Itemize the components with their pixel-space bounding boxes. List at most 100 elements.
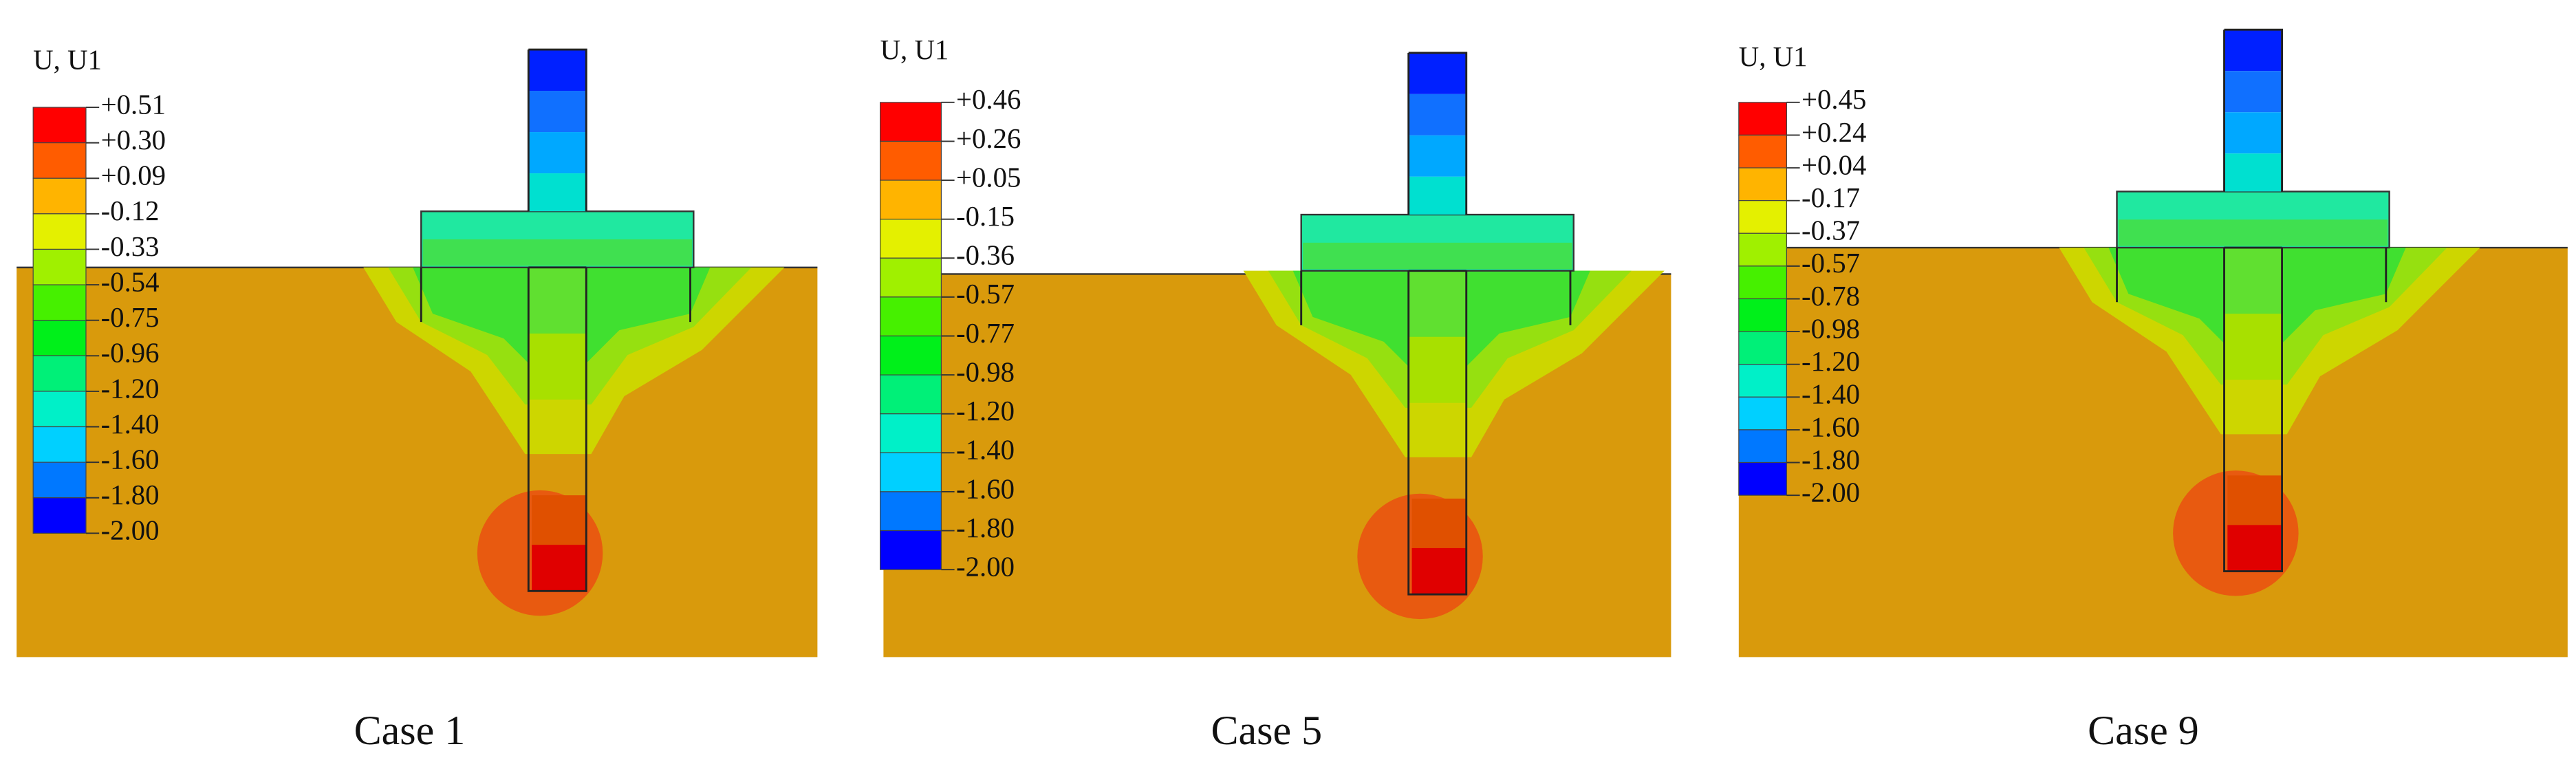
legend-label: -2.00 xyxy=(1801,477,1860,508)
legend-swatch xyxy=(879,296,942,337)
stem-band xyxy=(1408,52,1466,94)
pile-band xyxy=(2224,380,2282,426)
legend-swatch xyxy=(879,491,942,532)
contour-tip xyxy=(1411,547,1466,595)
legend-label: -0.77 xyxy=(956,318,1015,349)
legend-label: -0.96 xyxy=(101,338,160,369)
legend-swatch xyxy=(879,452,942,492)
legend-label: -0.57 xyxy=(956,279,1015,310)
legend-label: -1.60 xyxy=(956,473,1015,504)
legend-swatch xyxy=(879,257,942,298)
stem-band xyxy=(1408,94,1466,135)
panel: U, U1+0.46 +0.26 +0.05 -0.15 -0.36 -0.57 -0.77… xyxy=(879,34,1671,753)
caption: Case 1 xyxy=(354,708,466,753)
legend-label: -0.37 xyxy=(1801,215,1860,246)
legend-label: -1.80 xyxy=(101,479,160,510)
pile-band xyxy=(528,399,587,446)
legend-label: +0.46 xyxy=(956,84,1021,115)
pile-cap-band xyxy=(422,239,692,266)
caption: Case 5 xyxy=(1211,708,1322,753)
legend-swatch xyxy=(32,142,87,179)
pile-band xyxy=(528,333,587,400)
legend-swatch xyxy=(32,320,87,356)
legend-swatch xyxy=(1738,167,1788,202)
legend-label: -1.20 xyxy=(1801,346,1860,377)
legend-swatch xyxy=(32,284,87,321)
stem-band xyxy=(2224,112,2282,154)
stem-band xyxy=(2224,71,2282,113)
pile-band xyxy=(528,267,587,334)
stem-band xyxy=(528,132,587,174)
legend-swatch xyxy=(1738,364,1788,398)
structure xyxy=(363,48,785,616)
legend-label: -0.12 xyxy=(101,195,160,226)
legend-swatch xyxy=(32,497,87,534)
stem-band xyxy=(528,173,587,212)
stem-band xyxy=(1408,135,1466,177)
legend-swatch xyxy=(32,213,87,250)
contour-tip xyxy=(2227,525,2282,572)
legend-swatch xyxy=(1738,265,1788,300)
stem-band xyxy=(2224,153,2282,192)
legend-swatch xyxy=(879,413,942,453)
structure xyxy=(1243,52,1665,620)
legend-swatch xyxy=(879,102,942,142)
legend-swatch xyxy=(1738,396,1788,431)
legend-swatch xyxy=(32,391,87,428)
legend-label: -1.40 xyxy=(1801,379,1860,410)
legend-label: -2.00 xyxy=(956,552,1015,583)
legend-swatch xyxy=(1738,298,1788,332)
legend-label: +0.26 xyxy=(956,123,1021,154)
legend-swatch xyxy=(1738,102,1788,136)
panel: U, U1 +0.51 +0.30 +0.09 -0.12 -0.33 -0.54 -0.75… xyxy=(17,45,818,753)
legend-swatch xyxy=(32,107,87,144)
legend-swatch xyxy=(1738,331,1788,365)
stem-band xyxy=(528,50,587,91)
legend-label: -1.80 xyxy=(1801,444,1860,475)
outline xyxy=(420,48,691,592)
legend-label: -1.60 xyxy=(101,444,160,475)
legend-label: -1.80 xyxy=(956,512,1015,543)
legend-label: -0.36 xyxy=(956,240,1015,271)
legend-label: +0.51 xyxy=(101,89,166,120)
pile-band xyxy=(1408,402,1466,449)
stem-band xyxy=(1408,176,1466,215)
pile-band xyxy=(1408,270,1466,337)
legend-label: -1.20 xyxy=(956,395,1015,426)
contour-core xyxy=(532,495,587,545)
legend-label: +0.30 xyxy=(101,124,166,155)
legend-swatch xyxy=(879,530,942,570)
legend-label: -2.00 xyxy=(101,515,160,546)
legend-label: -0.98 xyxy=(1801,313,1860,344)
legend-swatch xyxy=(879,180,942,220)
pile-band xyxy=(1408,336,1466,403)
outline xyxy=(1300,52,1572,596)
legend-label: +0.09 xyxy=(101,160,166,191)
legend-swatch xyxy=(879,219,942,259)
legend-swatch xyxy=(1738,134,1788,169)
legend-label: -0.98 xyxy=(956,356,1015,387)
legend-swatch xyxy=(1738,461,1788,496)
structure xyxy=(2059,28,2480,596)
pile-band xyxy=(2224,248,2282,314)
legend-label: +0.04 xyxy=(1801,149,1866,180)
legend-title: U, U1 xyxy=(33,45,102,76)
caption: Case 9 xyxy=(2088,708,2199,753)
stem-band xyxy=(528,91,587,133)
pile-cap-band xyxy=(2118,219,2388,246)
legend-label: -0.54 xyxy=(101,266,160,297)
legend-label: -0.15 xyxy=(956,201,1015,232)
legend-swatch xyxy=(879,335,942,376)
legend-label: +0.05 xyxy=(956,162,1021,193)
legend-label: -1.20 xyxy=(101,373,160,404)
pile-band xyxy=(2224,314,2282,380)
legend-swatch xyxy=(32,426,87,463)
legend-title: U, U1 xyxy=(1739,41,1808,72)
legend-title: U, U1 xyxy=(880,34,949,65)
legend-swatch xyxy=(879,374,942,415)
contour-core xyxy=(2227,475,2282,525)
outline xyxy=(2116,28,2388,572)
legend-swatch xyxy=(32,461,87,499)
legend-label: -0.57 xyxy=(1801,248,1860,279)
